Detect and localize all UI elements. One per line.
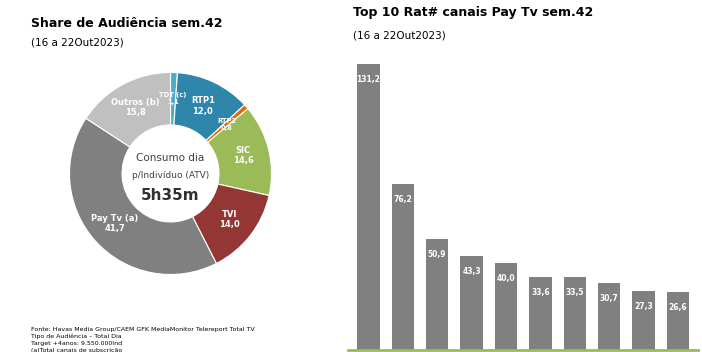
Text: Share de Audiência sem.42: Share de Audiência sem.42 <box>31 17 223 30</box>
Text: (16 a 22Out2023): (16 a 22Out2023) <box>353 30 446 40</box>
Bar <box>564 277 586 350</box>
Text: p/Indivíduo (ATV): p/Indivíduo (ATV) <box>132 171 209 180</box>
Wedge shape <box>206 105 248 142</box>
Bar <box>495 263 517 350</box>
Text: 27,3: 27,3 <box>634 302 653 311</box>
Text: 40,0: 40,0 <box>496 274 515 283</box>
Text: 26,6: 26,6 <box>668 303 687 312</box>
Text: 5h35m: 5h35m <box>141 188 200 203</box>
Wedge shape <box>86 73 171 147</box>
Bar <box>667 292 689 350</box>
Text: 50,9: 50,9 <box>428 250 446 259</box>
Wedge shape <box>208 109 272 195</box>
Wedge shape <box>192 184 269 264</box>
Bar <box>461 256 483 350</box>
Text: RTP1
12,0: RTP1 12,0 <box>191 96 215 116</box>
Bar <box>357 64 380 350</box>
Text: Top 10 Rat# canais Pay Tv sem.42: Top 10 Rat# canais Pay Tv sem.42 <box>353 6 593 19</box>
Text: TVI
14,0: TVI 14,0 <box>219 209 240 229</box>
Text: TDT (c)
1,1: TDT (c) 1,1 <box>159 92 187 105</box>
Text: Fonte: Havas Media Group/CAEM GFK MediaMonitor Telereport Total TV
Tipo de Audiê: Fonte: Havas Media Group/CAEM GFK MediaM… <box>31 327 273 352</box>
Text: 30,7: 30,7 <box>600 294 618 303</box>
Wedge shape <box>171 73 178 125</box>
Text: 131,2: 131,2 <box>357 75 380 84</box>
Text: Consumo dia: Consumo dia <box>136 153 205 163</box>
Text: RTP2
0,8: RTP2 0,8 <box>217 118 236 131</box>
Bar <box>529 277 552 350</box>
Text: 76,2: 76,2 <box>393 195 412 204</box>
Text: 43,3: 43,3 <box>462 267 481 276</box>
Text: 33,5: 33,5 <box>566 288 584 297</box>
Text: SIC
14,6: SIC 14,6 <box>232 146 253 165</box>
Bar <box>426 239 449 350</box>
Text: (16 a 22Out2023): (16 a 22Out2023) <box>31 37 124 47</box>
Bar <box>598 283 621 350</box>
Bar <box>392 184 414 350</box>
Wedge shape <box>69 118 216 275</box>
Text: 33,6: 33,6 <box>531 288 550 297</box>
Text: Outros (b)
15,8: Outros (b) 15,8 <box>111 98 159 118</box>
Bar <box>633 291 655 350</box>
Text: Pay Tv (a)
41,7: Pay Tv (a) 41,7 <box>91 214 138 233</box>
Wedge shape <box>174 73 244 140</box>
